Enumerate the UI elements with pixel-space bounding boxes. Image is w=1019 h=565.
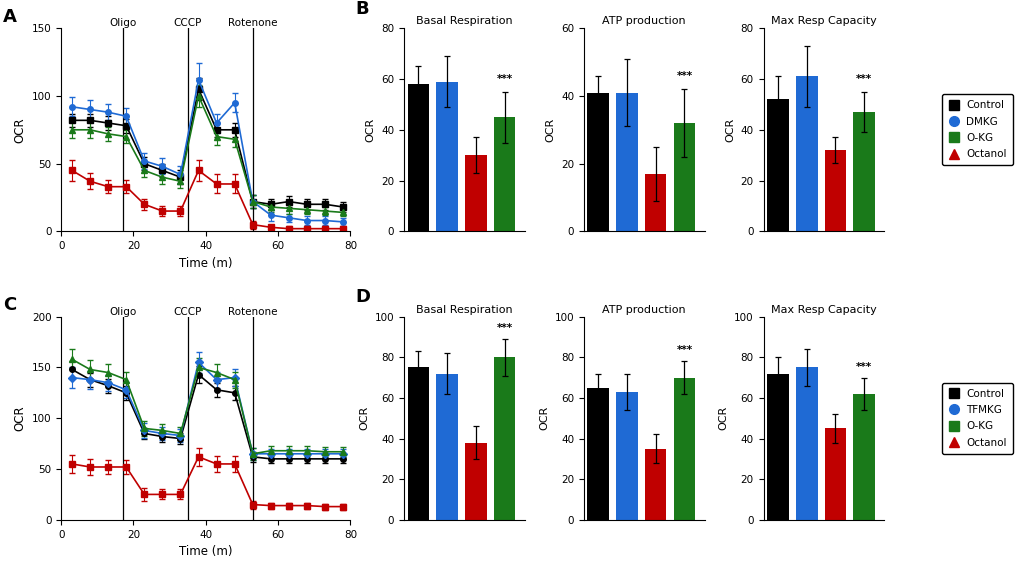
Text: ***: *** [496,73,513,84]
Text: D: D [356,288,370,306]
Bar [853,394,874,520]
Title: Basal Respiration: Basal Respiration [416,16,513,26]
Bar [465,442,486,520]
Bar [853,112,874,232]
Text: Oligo: Oligo [109,18,137,28]
Title: Max Resp Capacity: Max Resp Capacity [770,305,876,315]
Text: ***: *** [496,323,513,333]
Bar [408,367,429,520]
Bar [587,93,608,232]
Bar [408,84,429,232]
Text: ***: *** [676,71,692,81]
Title: Basal Respiration: Basal Respiration [416,305,513,315]
Text: ***: *** [676,345,692,355]
Y-axis label: OCR: OCR [365,118,375,142]
Text: A: A [3,8,17,26]
Bar [436,373,458,520]
Text: C: C [3,297,16,314]
Text: Rotenone: Rotenone [228,18,277,28]
X-axis label: Time (m): Time (m) [179,257,232,270]
Title: ATP production: ATP production [602,305,686,315]
Y-axis label: OCR: OCR [359,406,369,431]
Legend: Control, DMKG, O-KG, Octanol: Control, DMKG, O-KG, Octanol [941,94,1012,166]
Bar [644,449,665,520]
Bar [824,150,846,232]
Bar [644,174,665,232]
Text: Oligo: Oligo [109,307,137,316]
Bar [795,76,816,232]
Bar [493,357,515,520]
Title: ATP production: ATP production [602,16,686,26]
Bar [673,123,695,232]
X-axis label: Time (m): Time (m) [179,545,232,558]
Bar [766,373,788,520]
Bar [615,93,637,232]
Bar [465,155,486,232]
Text: Rotenone: Rotenone [228,307,277,316]
Bar [436,81,458,232]
Bar [615,392,637,520]
Bar [795,367,816,520]
Bar [824,428,846,520]
Y-axis label: OCR: OCR [538,406,548,431]
Text: ***: *** [855,73,871,84]
Y-axis label: OCR: OCR [13,117,26,142]
Bar [766,99,788,232]
Legend: Control, TFMKG, O-KG, Octanol: Control, TFMKG, O-KG, Octanol [941,383,1012,454]
Bar [587,388,608,520]
Text: CCCP: CCCP [173,307,202,316]
Y-axis label: OCR: OCR [13,406,26,431]
Text: B: B [356,0,369,18]
Text: CCCP: CCCP [173,18,202,28]
Text: ***: *** [855,362,871,372]
Title: Max Resp Capacity: Max Resp Capacity [770,16,876,26]
Y-axis label: OCR: OCR [545,118,555,142]
Y-axis label: OCR: OCR [725,118,735,142]
Bar [493,117,515,232]
Bar [673,377,695,520]
Y-axis label: OCR: OCR [718,406,728,431]
